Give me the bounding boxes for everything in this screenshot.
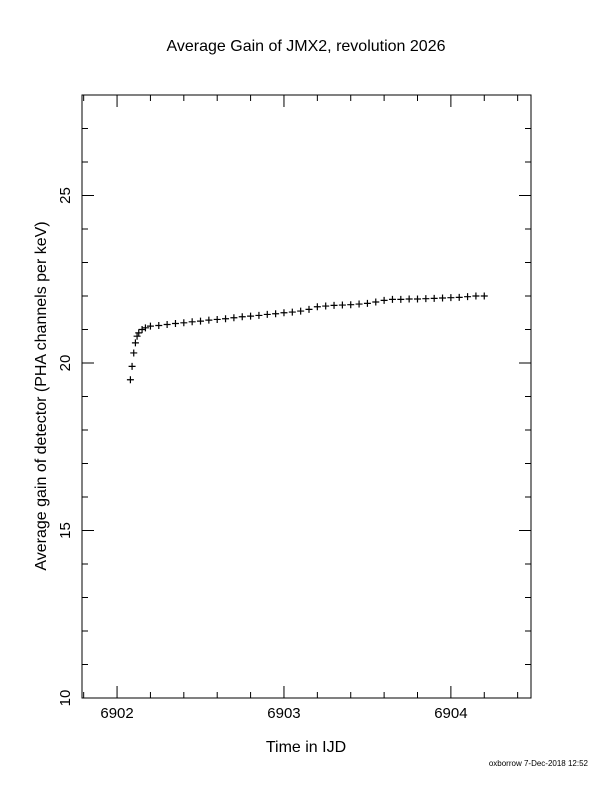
data-point: [188, 318, 196, 326]
data-point: [238, 313, 246, 321]
y-tick-label: 20: [57, 355, 74, 372]
y-axis-label: Average gain of detector (PHA channels p…: [33, 221, 50, 570]
data-point: [131, 339, 139, 347]
data-point: [347, 301, 355, 309]
data-point: [247, 312, 255, 320]
data-point: [447, 294, 455, 302]
data-point: [430, 294, 438, 302]
data-point: [163, 320, 171, 328]
x-tick-label: 6903: [267, 705, 300, 722]
data-point: [146, 322, 154, 330]
data-point: [263, 310, 271, 318]
data-point: [197, 317, 205, 325]
data-point: [288, 308, 296, 316]
data-point: [472, 292, 480, 300]
data-point: [397, 295, 405, 303]
data-point: [439, 294, 447, 302]
data-point: [126, 376, 134, 384]
data-point: [338, 301, 346, 309]
data-point: [413, 295, 421, 303]
data-point: [222, 315, 230, 323]
plot-frame: [81, 94, 532, 699]
footer: oxborrow 7-Dec-2018 12:52: [489, 759, 589, 768]
data-point: [322, 302, 330, 310]
data-point: [355, 300, 363, 308]
data-point: [280, 309, 288, 317]
data-point: [230, 314, 238, 322]
data-point: [297, 307, 305, 315]
data-point: [128, 362, 136, 370]
data-point: [305, 305, 313, 313]
y-tick-label: 25: [57, 187, 74, 204]
data-point: [180, 319, 188, 327]
y-tick-label: 15: [57, 522, 74, 539]
data-point: [272, 310, 280, 318]
data-point: [213, 315, 221, 323]
data-point: [133, 332, 141, 340]
data-point: [380, 296, 388, 304]
data-point: [135, 329, 143, 337]
x-tick-label: 6904: [434, 705, 467, 722]
data-point: [480, 292, 488, 300]
data-point: [130, 349, 138, 357]
data-point: [138, 326, 146, 333]
y-tick-label: 10: [57, 690, 74, 707]
x-axis-label: Time in IJD: [266, 739, 346, 756]
x-tick-label: 6902: [100, 705, 133, 722]
data-point: [388, 295, 396, 303]
data-point: [171, 319, 179, 327]
data-point: [141, 324, 149, 332]
data-point: [330, 301, 338, 309]
data-point: [255, 311, 263, 319]
data-point: [464, 293, 472, 301]
data-point: [422, 295, 430, 303]
data-point: [205, 316, 213, 324]
chart-title: Average Gain of JMX2, revolution 2026: [167, 38, 446, 55]
data-point: [455, 293, 463, 301]
data-point: [363, 299, 371, 307]
data-point: [313, 303, 321, 311]
data-point: [155, 321, 163, 329]
data-point: [405, 295, 413, 303]
data-point: [372, 298, 380, 306]
